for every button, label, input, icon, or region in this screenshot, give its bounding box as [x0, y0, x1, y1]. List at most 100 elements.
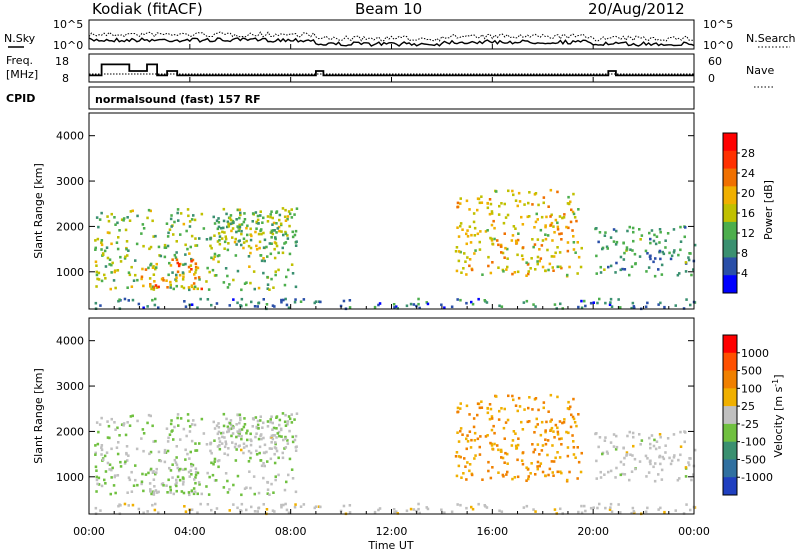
- velocity-cell: [659, 435, 662, 439]
- power-cell: [283, 215, 287, 219]
- colorbar-segment: [723, 370, 737, 389]
- velocity-cell: [489, 441, 492, 445]
- power-cell: [443, 306, 446, 309]
- power-echo-cells: [94, 188, 697, 311]
- power-cell: [409, 302, 413, 306]
- velocity-cell: [113, 421, 116, 424]
- power-cell: [610, 305, 614, 308]
- power-cell: [262, 271, 265, 275]
- power-cell: [288, 252, 292, 256]
- velocity-cell: [265, 450, 268, 454]
- power-cell: [266, 255, 269, 258]
- power-cell: [498, 304, 501, 308]
- power-cell: [511, 272, 514, 276]
- velocity-cell: [166, 449, 170, 453]
- colorbar-tick-label: 8: [741, 247, 748, 260]
- power-cell: [262, 298, 265, 301]
- velocity-cell: [193, 423, 197, 427]
- power-cell: [577, 305, 580, 309]
- power-cell: [140, 232, 143, 235]
- power-cell: [547, 205, 550, 208]
- velocity-cell: [377, 508, 380, 512]
- power-cell: [274, 242, 278, 245]
- velocity-cell: [149, 489, 152, 492]
- colorbar-segment: [723, 441, 737, 460]
- velocity-cell: [95, 478, 99, 482]
- velocity-cell: [230, 427, 234, 430]
- velocity-cell: [465, 506, 468, 510]
- power-cell: [280, 230, 283, 233]
- power-cell: [278, 218, 281, 222]
- velocity-cell: [177, 424, 180, 427]
- power-cell: [282, 233, 285, 237]
- velocity-cell: [462, 472, 465, 475]
- velocity-cell: [175, 445, 178, 448]
- power-cell: [660, 273, 664, 276]
- power-cell: [516, 238, 520, 242]
- velocity-cell: [105, 451, 109, 454]
- power-cell: [609, 297, 613, 301]
- nave-tick-top: 60: [708, 55, 722, 68]
- power-cell: [572, 248, 576, 251]
- power-cell: [247, 255, 251, 258]
- velocity-cell: [110, 476, 113, 479]
- power-cell: [179, 233, 182, 236]
- velocity-cell: [490, 442, 493, 446]
- velocity-cell: [603, 473, 606, 476]
- power-cell: [172, 233, 175, 236]
- velocity-cell: [215, 479, 218, 482]
- freq-label-1: Freq.: [6, 54, 33, 67]
- power-cell: [558, 251, 562, 254]
- power-cell: [457, 250, 461, 253]
- power-cell: [619, 306, 622, 309]
- velocity-cell: [190, 439, 194, 443]
- velocity-cell: [188, 425, 192, 428]
- velocity-cell: [243, 417, 246, 420]
- power-cell: [229, 214, 233, 217]
- power-cell: [177, 264, 181, 268]
- power-cell: [647, 266, 651, 269]
- velocity-cell: [212, 420, 215, 424]
- power-cell: [601, 247, 604, 251]
- velocity-cell: [690, 478, 693, 482]
- velocity-cell: [210, 461, 213, 465]
- velocity-cell: [596, 506, 599, 510]
- velocity-cell: [95, 469, 98, 472]
- velocity-cell: [286, 422, 289, 426]
- velocity-cell: [194, 473, 198, 477]
- velocity-cell: [131, 503, 135, 507]
- velocity-cell: [110, 468, 113, 472]
- power-cell: [608, 303, 612, 306]
- power-cell: [506, 257, 509, 260]
- velocity-cell: [511, 394, 514, 398]
- power-cell: [94, 239, 97, 242]
- power-cell: [229, 218, 233, 222]
- power-cell: [114, 223, 117, 226]
- velocity-cell: [572, 440, 575, 443]
- power-cell: [468, 225, 472, 228]
- velocity-cell: [149, 450, 153, 454]
- velocity-cell: [232, 483, 235, 487]
- velocity-cell: [194, 467, 198, 470]
- velocity-cell: [173, 425, 176, 429]
- velocity-cell: [169, 488, 172, 492]
- power-cell: [373, 305, 377, 309]
- power-cell: [271, 232, 275, 236]
- velocity-cell: [269, 420, 272, 424]
- velocity-cell: [172, 492, 175, 496]
- velocity-cell: [147, 413, 151, 417]
- power-cell: [100, 211, 103, 215]
- power-cell: [270, 277, 273, 281]
- velocity-cell: [249, 451, 253, 455]
- velocity-cell: [149, 414, 152, 418]
- power-cell: [658, 228, 662, 231]
- velocity-cell: [293, 418, 296, 421]
- power-cell: [194, 268, 198, 272]
- power-cell: [563, 213, 566, 216]
- velocity-cell: [134, 478, 137, 482]
- power-cell: [176, 270, 180, 274]
- power-cell: [119, 255, 122, 259]
- power-cell: [589, 301, 593, 305]
- colorbar-tick-label: 16: [741, 207, 755, 220]
- power-cell: [483, 299, 486, 302]
